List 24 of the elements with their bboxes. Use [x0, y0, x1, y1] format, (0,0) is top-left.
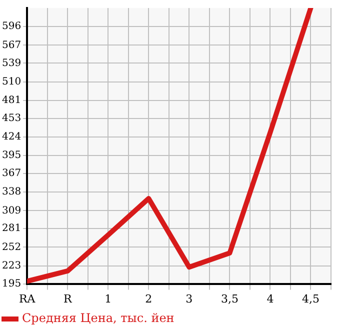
x-tick-label: 3	[186, 292, 193, 306]
x-tick-label: RA	[18, 292, 36, 306]
y-tick-label: 424	[2, 132, 22, 143]
x-tick-label: 1	[104, 292, 112, 306]
y-tick-label: 195	[2, 278, 22, 290]
x-tick-label: 2	[145, 292, 152, 306]
y-tick-label: 596	[2, 21, 22, 32]
y-tick-label: 395	[2, 150, 22, 162]
y-tick-label: 510	[2, 76, 22, 88]
y-tick-label: 338	[2, 186, 22, 198]
y-tick-label: 539	[2, 58, 22, 69]
x-tick-label: 3,5	[220, 292, 238, 306]
y-tick-label: 367	[2, 168, 22, 180]
y-tick-label: 281	[2, 223, 22, 234]
legend-label: Средняя Цена, тыс. йен	[22, 311, 174, 326]
y-tick-label: 223	[2, 260, 22, 272]
x-tick-label: R	[63, 292, 72, 306]
x-tick-label: 4,5	[302, 292, 320, 306]
y-tick-label: 252	[2, 242, 22, 253]
y-tick-label: 453	[2, 112, 22, 124]
x-tick-label: 4	[266, 292, 274, 306]
y-tick-label: 309	[2, 205, 22, 216]
y-tick-label: 481	[2, 94, 22, 106]
y-tick-label: 567	[2, 40, 22, 51]
